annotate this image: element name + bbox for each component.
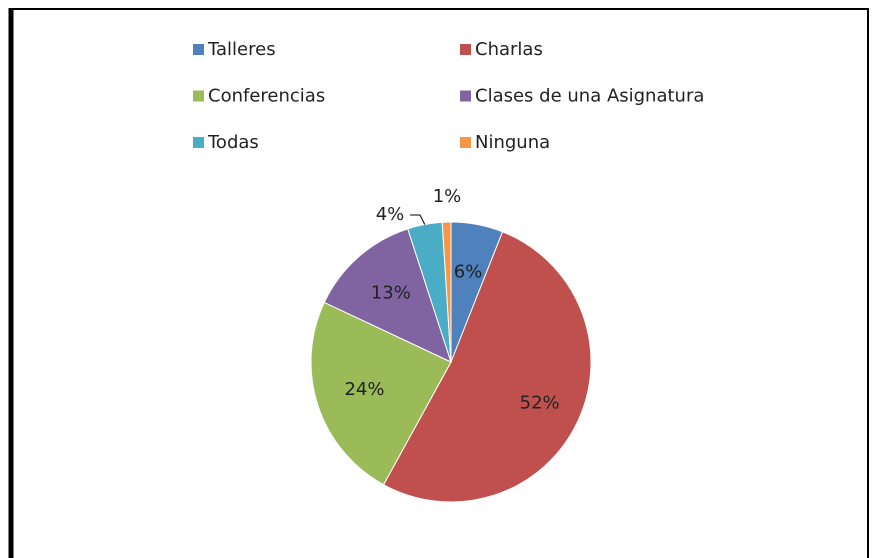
leader-line <box>410 214 426 225</box>
legend-swatch <box>193 44 204 55</box>
data-label: 52% <box>520 393 560 414</box>
pie-slice <box>382 231 592 503</box>
legend-label: Charlas <box>475 39 543 60</box>
pie-slice <box>441 221 452 363</box>
legend-label: Talleres <box>207 39 276 60</box>
data-label: 1% <box>433 186 462 207</box>
pie-slice <box>310 301 452 486</box>
legend-swatch <box>193 90 204 102</box>
legend-label: Todas <box>207 132 259 153</box>
data-label: 4% <box>376 204 405 225</box>
legend-label: Clases de una Asignatura <box>475 86 704 107</box>
pie-slice <box>323 228 452 363</box>
legend-label: Ninguna <box>475 132 550 153</box>
data-label: 13% <box>371 283 411 304</box>
legend-swatch <box>460 44 471 55</box>
legend-swatch <box>460 90 471 102</box>
legend-swatch <box>460 137 471 148</box>
data-label: 24% <box>344 379 384 400</box>
legend-swatch <box>193 137 204 148</box>
data-label: 6% <box>454 262 483 283</box>
legend-label: Conferencias <box>208 86 325 107</box>
